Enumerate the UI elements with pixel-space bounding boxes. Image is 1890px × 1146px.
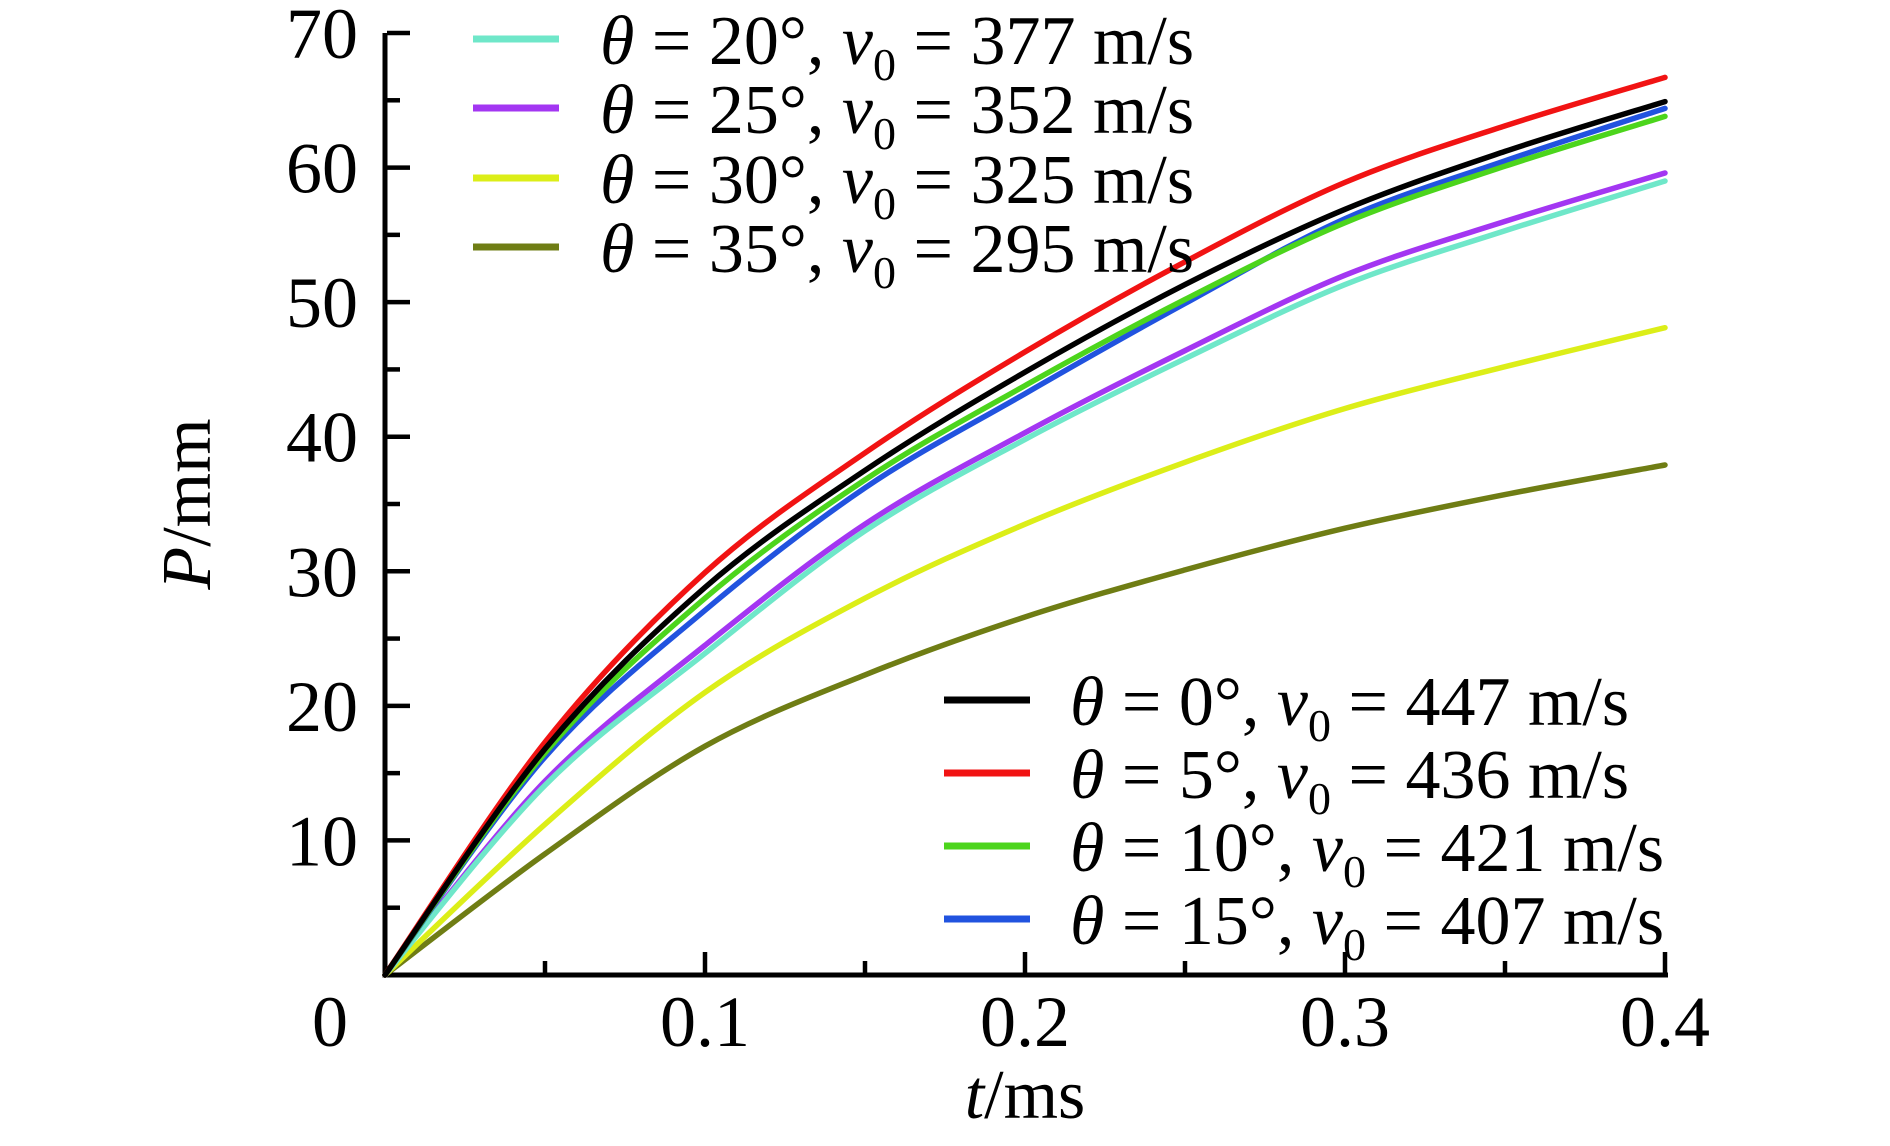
x-tick-label: 0.1 [660,982,750,1062]
y-tick-label: 60 [286,129,358,209]
x-tick-label: 0.2 [980,982,1070,1062]
curve-theta-30deg [382,324,1668,978]
curve-theta-20deg [382,178,1668,978]
legend-entry-theta-30: θ = 30°, v0 = 325 m/s [600,142,1194,229]
legend-lower-right: θ = 0°, v0 = 447 m/s θ = 5°, v0 = 436 m/… [944,664,1664,970]
curve-theta-15deg [382,105,1668,978]
legend-entry-theta-20: θ = 20°, v0 = 377 m/s [600,3,1194,90]
curve-theta-35deg [382,462,1668,978]
y-tick-label: 70 [286,0,358,74]
legend-entry-theta-5: θ = 5°, v0 = 436 m/s [1070,737,1629,824]
legend-entry-theta-0: θ = 0°, v0 = 447 m/s [1070,664,1629,751]
x-tick-label: 0.3 [1300,982,1390,1062]
y-tick-label: 20 [286,667,358,747]
y-axis-ticks [387,30,410,910]
y-tick-label: 50 [286,263,358,343]
x-axis-label: t/ms [965,1057,1086,1134]
y-axis-label: P/mm [149,418,226,590]
x-axis-ticks [542,952,1668,975]
legend-entry-theta-15: θ = 15°, v0 = 407 m/s [1070,883,1664,970]
x-axis-tick-labels: 0.1 0.2 0.3 0.4 [660,982,1710,1062]
x-tick-label: 0.4 [1620,982,1710,1062]
curve-theta-0deg [382,98,1668,978]
y-tick-label: 30 [286,532,358,612]
legend-entry-theta-25: θ = 25°, v0 = 352 m/s [600,72,1194,159]
y-tick-label: 40 [286,398,358,478]
legend-entry-theta-10: θ = 10°, v0 = 421 m/s [1070,810,1664,897]
data-curves [382,74,1668,978]
curve-theta-5deg [382,74,1668,978]
y-tick-label: 10 [286,801,358,881]
curve-theta-10deg [382,113,1668,978]
curve-theta-25deg [382,170,1668,978]
legend-upper-left: θ = 20°, v0 = 377 m/s θ = 25°, v0 = 352 … [473,3,1194,298]
origin-tick-label: 0 [312,982,348,1062]
y-axis-tick-labels: 10 20 30 40 50 60 70 [286,0,358,881]
legend-entry-theta-35: θ = 35°, v0 = 295 m/s [600,211,1194,298]
